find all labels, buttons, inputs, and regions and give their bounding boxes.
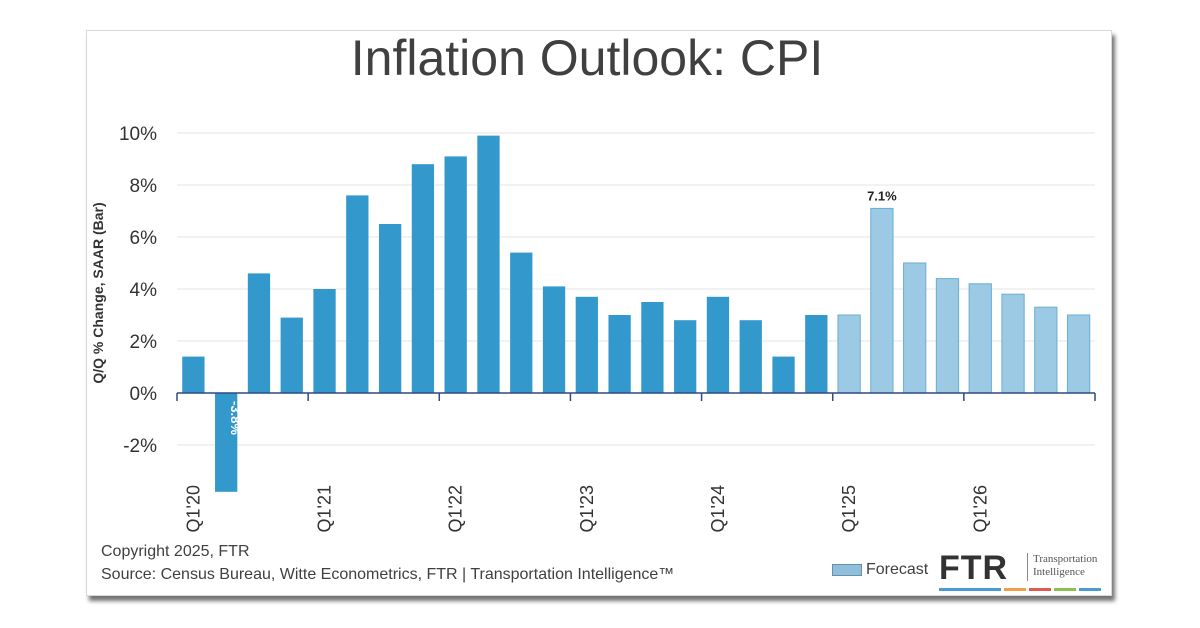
bar (182, 356, 205, 393)
bar (215, 393, 238, 492)
bar (510, 252, 533, 393)
copyright-text: Copyright 2025, FTR (101, 543, 250, 560)
y-tick-label: 10% (119, 124, 157, 145)
bar (313, 289, 336, 393)
logo-stripe (1004, 588, 1026, 591)
logo-tagline-2: Intelligence (1033, 566, 1085, 578)
forecast-bar (935, 278, 960, 394)
y-tick-label: 0% (130, 384, 158, 405)
x-tick-label: Q1'24 (708, 485, 728, 532)
chart-frame: Inflation Outlook: CPI -2% 0% 2% 4% 6% 8% 10% … (86, 30, 1112, 596)
y-tick-label: 8% (130, 176, 158, 197)
bar (575, 296, 598, 393)
bar (411, 164, 435, 393)
cpi-chart: Inflation Outlook: CPI -2%0%2%4%6%8%10% … (90, 31, 1096, 532)
bar (706, 296, 730, 393)
forecast-bar (1001, 293, 1025, 394)
data-labels: -3.8% 7.1% (228, 188, 897, 435)
x-tick-label: Q1'23 (577, 485, 597, 532)
logo-tagline: Transportation Intelligence (1033, 553, 1097, 579)
logo-stripe (1054, 588, 1076, 591)
x-axis-ticks: Q1'20 Q1'21 Q1'22 Q1'23 Q1'24 Q1'25 Q1'26 (183, 485, 990, 532)
logo-stripe (1029, 588, 1051, 591)
ftr-logo: FTR Transportation Intelligence (939, 549, 1109, 591)
bar (542, 286, 566, 393)
x-tick-label: Q1'20 (183, 485, 203, 532)
bar (247, 273, 271, 393)
logo-wordmark: FTR (939, 549, 1009, 587)
logo-stripes (939, 588, 1101, 591)
forecast-bar (903, 262, 927, 394)
bars (182, 135, 1091, 492)
forecast-swatch-icon (832, 564, 862, 576)
logo-divider (1027, 553, 1028, 581)
bar (280, 317, 303, 393)
bar (641, 302, 664, 393)
y-axis-label: Q/Q % Change, SAAR (Bar) (90, 202, 106, 383)
y-tick-label: 4% (130, 280, 158, 301)
bar (805, 315, 828, 393)
y-tick-label: -2% (123, 436, 157, 457)
y-axis-ticks: -2% 0% 2% 4% 6% 8% 10% (119, 124, 157, 457)
source-text: Source: Census Bureau, Witte Econometric… (101, 566, 675, 583)
bar (674, 320, 697, 393)
logo-stripe (939, 588, 1001, 591)
forecast-bar (870, 207, 894, 394)
legend: Forecast (832, 561, 928, 579)
logo-tagline-1: Transportation (1033, 553, 1098, 565)
bar (739, 320, 762, 393)
bar (772, 356, 795, 393)
forecast-bar (1034, 306, 1058, 394)
y-tick-label: 6% (130, 228, 158, 249)
x-tick-label: Q1'25 (839, 485, 859, 532)
x-tick-label: Q1'22 (446, 485, 466, 532)
chart-title: Inflation Outlook: CPI (351, 31, 823, 86)
data-label: 7.1% (867, 188, 897, 203)
forecast-bar (1066, 314, 1091, 394)
forecast-bar (837, 314, 861, 394)
data-label: -3.8% (228, 401, 243, 435)
bar (378, 224, 402, 393)
bar (346, 195, 369, 393)
x-tick-label: Q1'21 (315, 485, 335, 532)
x-axis (176, 392, 1096, 401)
bar (608, 315, 631, 393)
y-tick-label: 2% (130, 332, 158, 353)
bar (444, 156, 467, 393)
forecast-bar (968, 283, 992, 394)
logo-stripe (1079, 588, 1101, 591)
bar (477, 135, 500, 393)
legend-forecast-label: Forecast (866, 561, 929, 578)
x-tick-label: Q1'26 (970, 485, 990, 532)
